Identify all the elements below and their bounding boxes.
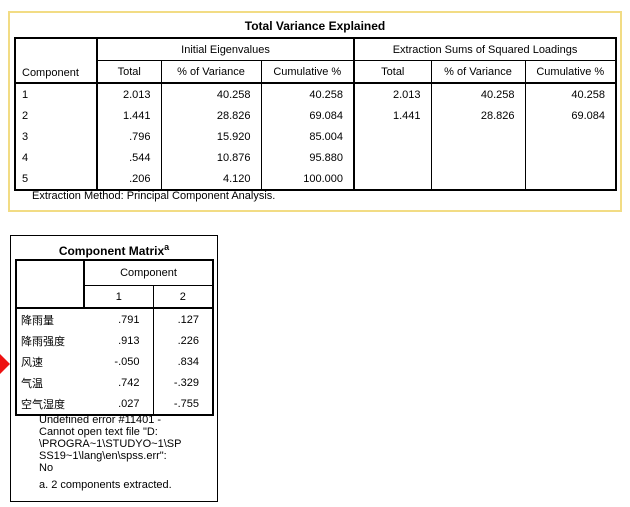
cell: 1.441 [96,105,161,126]
cell [524,168,617,190]
cell: 4.120 [160,168,261,190]
table-row: 4 .544 10.876 95.880 [15,147,617,168]
col-header-cumulative-initial: Cumulative % [260,60,355,84]
component-label: 2 [22,109,29,122]
cell: 10.876 [160,147,261,168]
cell: .796 [96,126,161,147]
table-row: 降雨量 .791 .127 [16,308,213,330]
cell [353,168,432,190]
cell: 28.826 [430,105,526,126]
cell: .127 [152,308,213,330]
error-line: No [39,462,54,474]
cell: 40.258 [430,83,526,105]
col-header-2: 2 [152,285,213,309]
cell: 40.258 [524,83,617,105]
variable-label: 空气湿度 [21,398,65,411]
cell: -.050 [114,355,140,368]
variable-label: 气温 [21,377,43,390]
error-line: \PROGRA~1\STUDYO~1\SP [39,438,182,450]
cell: 69.084 [260,105,355,126]
component-label: 4 [22,151,29,164]
cell: 15.920 [160,126,261,147]
component-matrix-table: Component 1 2 降雨量 .791 .127 降雨强度 .913 .2… [15,259,214,416]
cell [524,126,617,147]
extraction-method-footnote: Extraction Method: Principal Component A… [32,190,276,202]
col-header-total-extraction: Total [353,60,432,84]
cell: .027 [118,397,140,410]
cell: .791 [118,313,140,326]
table-row: 气温 .742 -.329 [16,372,213,393]
cell: .544 [96,147,161,168]
table-row: 空气湿度 .027 -.755 [16,393,213,415]
component-label: 5 [22,172,29,185]
cell [430,147,526,168]
component-group-header: Component [84,260,213,286]
col-header-variance-extraction: % of Variance [430,60,526,84]
cell: 40.258 [160,83,261,105]
table-row: 2 1.441 28.826 69.084 1.441 28.826 69.08… [15,105,617,126]
group-header-row: Component [16,260,213,309]
component-column-header: Component [15,38,97,84]
footnote-marker: a [164,242,170,252]
error-line: Cannot open text file "D: [39,426,158,438]
cell: 40.258 [260,83,355,105]
cell: .834 [152,351,213,372]
components-extracted-footnote: a. 2 components extracted. [39,479,172,491]
table-row: 降雨强度 .913 .226 [16,330,213,351]
cell: -.755 [152,393,213,415]
cell [430,126,526,147]
variable-label: 降雨量 [21,314,54,327]
component-matrix-title: Component Matrixa [11,242,217,258]
table-row: 3 .796 15.920 85.004 [15,126,617,147]
cell: .913 [118,334,140,347]
initial-eigenvalues-group-header: Initial Eigenvalues [95,38,355,61]
variable-label: 风速 [21,356,43,369]
cell: 28.826 [160,105,261,126]
cell: 2.013 [353,83,432,105]
extraction-sums-group-header: Extraction Sums of Squared Loadings [353,38,617,61]
cell: 2.013 [96,83,161,105]
total-variance-output[interactable]: Total Variance Explained Component Initi… [8,11,622,212]
col-header-1: 1 [84,285,153,309]
cell [353,126,432,147]
component-matrix-output[interactable]: Component Matrixa Component 1 2 降雨量 .791… [10,235,218,502]
component-label: 1 [22,88,29,101]
cell [524,147,617,168]
cell [353,147,432,168]
cell: 85.004 [260,126,355,147]
table-row: 风速 -.050 .834 [16,351,213,372]
error-line: Undefined error #11401 - [39,414,162,426]
total-variance-title: Total Variance Explained [244,19,386,33]
cell: .742 [118,376,140,389]
cell: .226 [152,330,213,351]
group-header-row: Component Initial Eigenvalues Extraction… [15,38,617,84]
component-matrix-title-text: Component Matrix [58,244,165,258]
column-header-row: Total % of Variance Cumulative % Total %… [15,60,617,84]
cell: -.329 [152,372,213,393]
table-row: 1 2.013 40.258 40.258 2.013 40.258 40.25… [15,83,617,105]
component-label: 3 [22,130,29,143]
cell: .206 [96,168,161,190]
current-item-arrow-icon [0,354,10,374]
cell [430,168,526,190]
col-header-variance-initial: % of Variance [160,60,261,84]
column-header-row: 1 2 [16,285,213,309]
table-row: 5 .206 4.120 100.000 [15,168,617,190]
cell: 1.441 [353,105,432,126]
cell: 69.084 [524,105,617,126]
empty-corner-cell [16,260,85,309]
error-message: Undefined error #11401 - Cannot open tex… [39,414,181,474]
col-header-total-initial: Total [96,60,161,84]
variable-label: 降雨强度 [21,335,65,348]
col-header-cumulative-extraction: Cumulative % [524,60,617,84]
cell: 100.000 [260,168,355,190]
cell: 95.880 [260,147,355,168]
total-variance-table: Component Initial Eigenvalues Extraction… [14,37,618,191]
error-line: SS19~1\lang\en\spss.err": [39,450,167,462]
